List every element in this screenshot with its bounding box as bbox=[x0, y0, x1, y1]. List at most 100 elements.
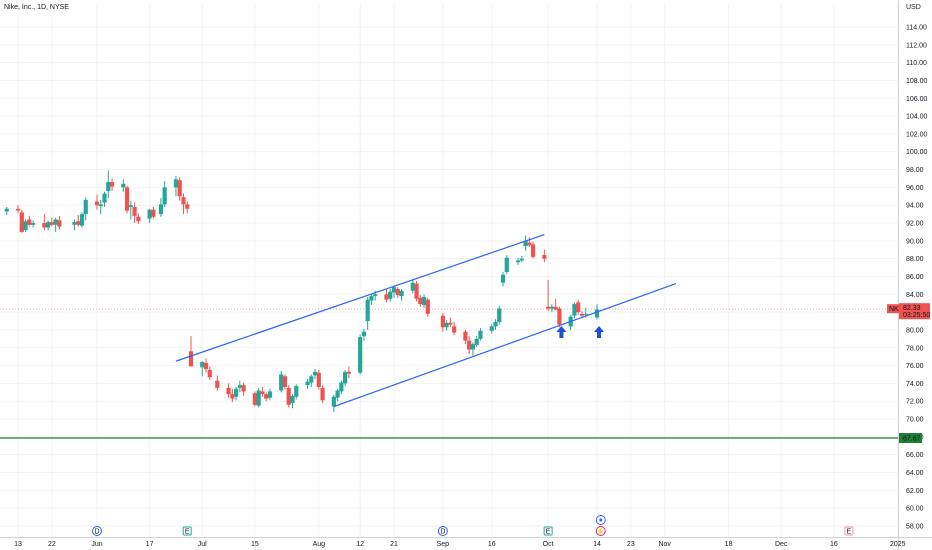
candle-body bbox=[200, 362, 205, 368]
earnings-marker[interactable] bbox=[543, 526, 553, 536]
candle-body bbox=[83, 199, 88, 215]
earnings-marker[interactable] bbox=[182, 526, 192, 536]
x-tick-label: Dec bbox=[775, 541, 788, 548]
candle-body bbox=[399, 290, 404, 297]
candle-body bbox=[421, 296, 427, 305]
y-tick-label: 114.00 bbox=[906, 25, 927, 32]
candle-body bbox=[290, 395, 295, 404]
last-price-value: 82.33 bbox=[903, 305, 921, 312]
arrow-up-icon[interactable] bbox=[594, 326, 604, 338]
candle-body bbox=[136, 216, 141, 222]
earnings-future-marker[interactable] bbox=[844, 526, 854, 536]
candle-body bbox=[448, 322, 453, 325]
candle-body bbox=[27, 219, 32, 225]
y-tick-label: 74.00 bbox=[906, 381, 924, 388]
support-price-value: 67.87 bbox=[903, 436, 921, 443]
support-price-label[interactable] bbox=[899, 433, 922, 444]
target-marker-dot bbox=[599, 518, 603, 522]
x-tick-label: 18 bbox=[725, 541, 733, 548]
dividend-marker[interactable] bbox=[437, 526, 448, 536]
candle-body bbox=[493, 321, 498, 327]
x-tick-label: Aug bbox=[313, 541, 326, 548]
x-tick-label: 13 bbox=[14, 541, 22, 548]
candle-body bbox=[553, 306, 558, 310]
candle-body bbox=[94, 201, 100, 206]
y-tick-label: 94.00 bbox=[906, 203, 924, 210]
candle-body bbox=[53, 219, 58, 225]
candle-body bbox=[579, 313, 585, 316]
candle-body bbox=[23, 221, 28, 231]
candle-body bbox=[530, 244, 536, 257]
candle-body bbox=[373, 294, 378, 297]
candle-body bbox=[312, 371, 318, 376]
last-price-label[interactable] bbox=[899, 303, 930, 320]
dividend-marker[interactable] bbox=[92, 526, 102, 536]
y-tick-label: 106.00 bbox=[906, 96, 928, 103]
candle-body bbox=[549, 306, 554, 309]
candle-body bbox=[207, 370, 212, 378]
candle-body bbox=[226, 387, 231, 395]
y-tick-label: 98.00 bbox=[906, 167, 924, 174]
arrow-up-icon[interactable] bbox=[556, 326, 567, 338]
candle-body bbox=[452, 326, 457, 333]
y-tick-label: 96.00 bbox=[906, 185, 924, 192]
candle-body bbox=[230, 394, 235, 399]
candle-body bbox=[158, 204, 164, 215]
x-tick-label: 16 bbox=[830, 541, 838, 548]
y-tick-label: 108.00 bbox=[906, 78, 928, 85]
candle-body bbox=[594, 309, 600, 318]
candle-body bbox=[42, 223, 47, 228]
y-tick-label: 66.00 bbox=[906, 452, 924, 459]
candle-body bbox=[572, 304, 577, 316]
y-tick-label: 92.00 bbox=[906, 221, 924, 228]
candle-body bbox=[282, 376, 288, 387]
candle-body bbox=[410, 282, 415, 291]
candle-body bbox=[542, 255, 547, 259]
candle-body bbox=[305, 381, 310, 386]
candle-body bbox=[440, 315, 445, 328]
y-tick-label: 60.00 bbox=[906, 506, 924, 513]
candle-body bbox=[527, 242, 532, 246]
channel-line-upper[interactable] bbox=[175, 234, 545, 362]
candle-body bbox=[132, 206, 137, 216]
y-tick-label: 58.00 bbox=[906, 523, 924, 530]
candle-body bbox=[388, 291, 393, 299]
x-tick-label: 23 bbox=[627, 541, 635, 548]
candle-body bbox=[339, 382, 344, 392]
candle-body bbox=[151, 209, 156, 217]
candle-body bbox=[361, 331, 367, 337]
news-marker-glyph: ⚡ bbox=[596, 527, 605, 536]
candle-body bbox=[515, 260, 521, 263]
y-tick-label: 102.00 bbox=[906, 131, 928, 138]
news-marker-icon[interactable] bbox=[595, 526, 606, 536]
candle-body bbox=[128, 205, 133, 207]
candle-body bbox=[215, 380, 220, 388]
symbol-tag bbox=[887, 304, 899, 314]
candle-body bbox=[4, 208, 9, 212]
y-tick-label: 104.00 bbox=[906, 114, 928, 121]
x-tick-label: 2025 bbox=[890, 541, 906, 548]
candle-body bbox=[346, 371, 351, 374]
candle-body bbox=[583, 313, 588, 315]
y-tick-label: 90.00 bbox=[906, 238, 924, 245]
candle-body bbox=[309, 376, 314, 383]
x-tick-label: Jul bbox=[198, 541, 207, 548]
candle-body bbox=[320, 387, 325, 401]
dividend-marker-letter: D bbox=[94, 529, 99, 536]
candle-body bbox=[358, 337, 363, 373]
candle-body bbox=[147, 209, 152, 219]
candle-body bbox=[500, 274, 506, 283]
x-tick-label: 21 bbox=[390, 541, 398, 548]
x-tick-label: Oct bbox=[543, 541, 554, 548]
channel-line-lower[interactable] bbox=[333, 283, 677, 408]
y-tick-label: 110.00 bbox=[906, 60, 927, 67]
x-tick-label: Nov bbox=[658, 541, 671, 548]
candle-body bbox=[478, 330, 483, 339]
candle-body bbox=[557, 308, 562, 325]
y-tick-label: 64.00 bbox=[906, 470, 924, 477]
y-tick-label: 80.00 bbox=[906, 327, 924, 334]
chart-header-title: Nike, Inc., 1D, NYSE bbox=[4, 4, 69, 11]
y-tick-label: 62.00 bbox=[906, 488, 924, 495]
candle-body bbox=[504, 257, 509, 273]
